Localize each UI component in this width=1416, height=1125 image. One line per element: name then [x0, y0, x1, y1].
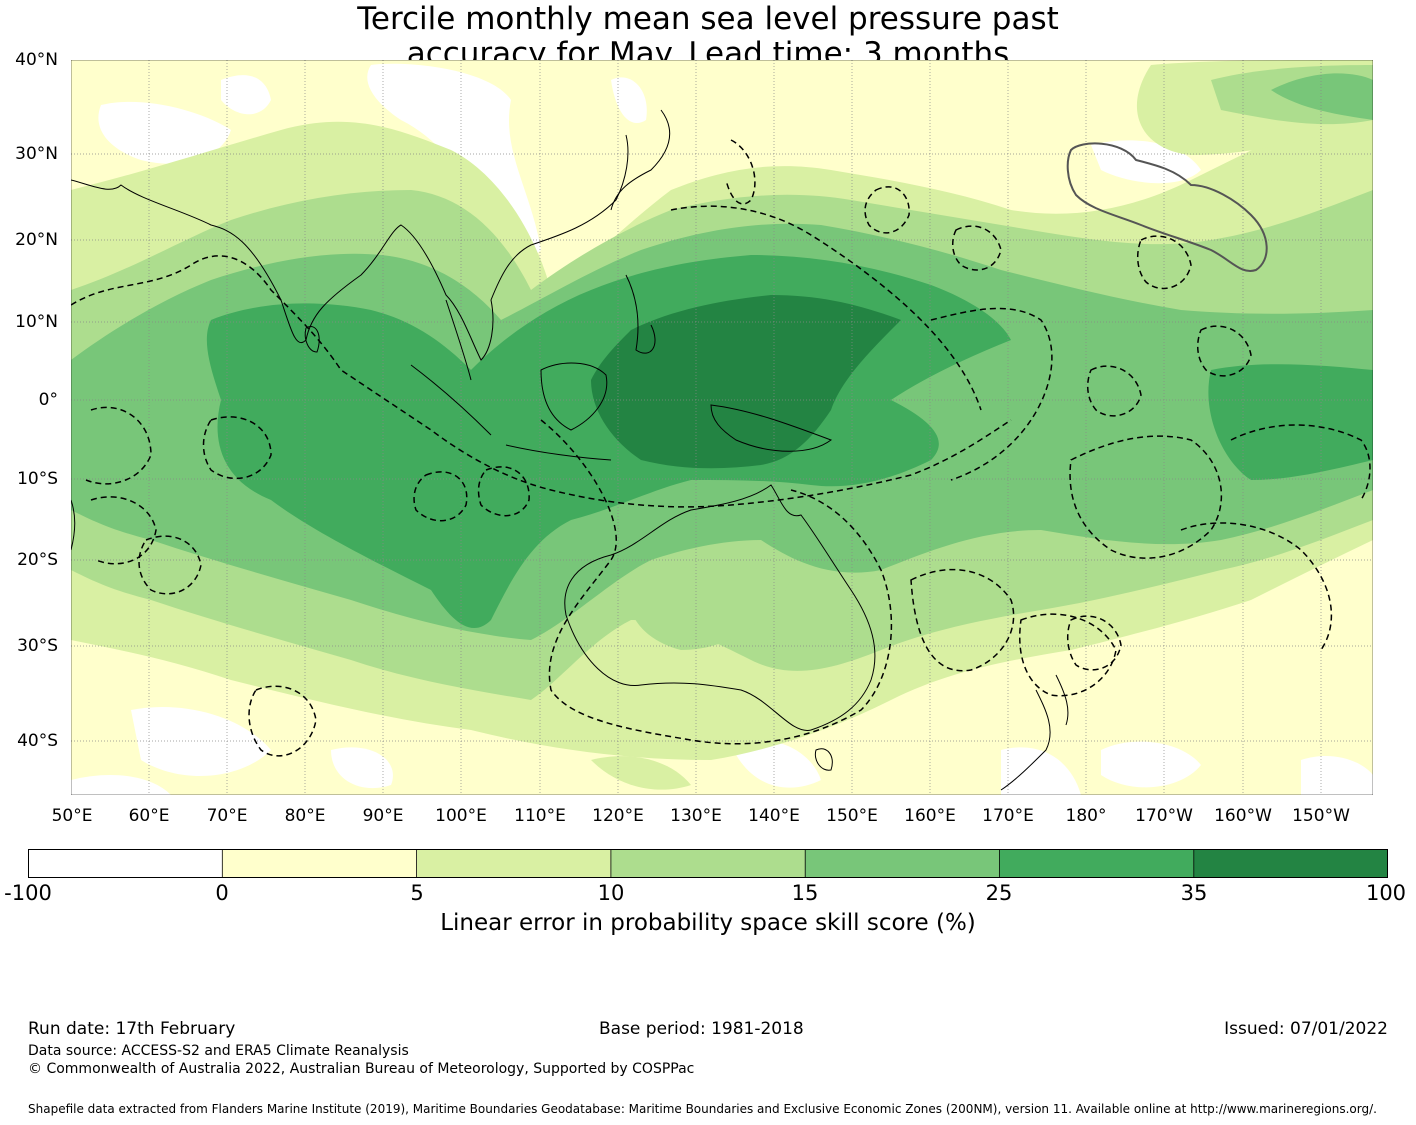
lat-label-10n: 10°N [15, 312, 58, 332]
chart-title: Tercile monthly mean sea level pressure … [200, 2, 1216, 72]
lat-label-30s: 30°S [17, 636, 58, 656]
lon-label-180: 180° [1065, 806, 1107, 826]
data-source: Data source: ACCESS-S2 and ERA5 Climate … [28, 1043, 409, 1059]
lat-label-40n: 40°N [15, 50, 58, 70]
lon-label-170e: 170°E [982, 806, 1034, 826]
colorbar-bin-35-100 [1193, 849, 1388, 878]
colorbar-tick-5: 5 [410, 881, 424, 905]
lon-label-160e: 160°E [904, 806, 956, 826]
lat-label-0: 0° [38, 390, 58, 410]
lat-label-40s: 40°S [17, 731, 58, 751]
lon-label-100e: 100°E [435, 806, 487, 826]
lat-label-20s: 20°S [17, 550, 58, 570]
colorbar-label: Linear error in probability space skill … [440, 910, 976, 936]
lon-label-150w: 150°W [1292, 806, 1350, 826]
colorbar-tick-35: 35 [1180, 881, 1208, 905]
coastlines [71, 109, 1069, 791]
colorbar-bin-25-35 [999, 849, 1194, 878]
colorbar-tick-100: 100 [1365, 881, 1407, 905]
title-line-1: Tercile monthly mean sea level pressure … [357, 1, 1059, 37]
colorbar-tick-neg100: -100 [4, 881, 52, 905]
lon-label-120e: 120°E [592, 806, 644, 826]
lon-label-160w: 160°W [1214, 806, 1272, 826]
colorbar [28, 849, 1388, 878]
colorbar-tick-15: 15 [791, 881, 819, 905]
lon-label-60e: 60°E [128, 806, 170, 826]
colorbar-tick-25: 25 [985, 881, 1013, 905]
lat-label-10s: 10°S [17, 469, 58, 489]
graticule [71, 60, 1373, 795]
lon-label-110e: 110°E [514, 806, 566, 826]
lon-label-140e: 140°E [748, 806, 800, 826]
eez-boundaries [71, 139, 1371, 757]
colorbar-bin-0-5 [222, 849, 417, 878]
colorbar-tick-0: 0 [215, 881, 229, 905]
run-date: Run date: 17th February [28, 1019, 236, 1039]
base-period: Base period: 1981-2018 [599, 1019, 804, 1039]
lon-label-170w: 170°W [1135, 806, 1193, 826]
shapefile-credit: Shapefile data extracted from Flanders M… [28, 1102, 1377, 1116]
colorbar-bin-5-10 [416, 849, 611, 878]
skill-map[interactable] [71, 60, 1373, 795]
lon-label-70e: 70°E [206, 806, 248, 826]
lon-label-50e: 50°E [51, 806, 93, 826]
lon-label-150e: 150°E [826, 806, 878, 826]
colorbar-bin-10-15 [610, 849, 806, 878]
hawaii-eez [1066, 142, 1268, 272]
colorbar-bin-neg100-0 [28, 849, 223, 878]
copyright-notice: © Commonwealth of Australia 2022, Austra… [28, 1061, 695, 1077]
skill-band-35-100 [591, 295, 901, 469]
lon-label-130e: 130°E [670, 806, 722, 826]
lat-label-20n: 20°N [15, 230, 58, 250]
issued-date: Issued: 07/01/2022 [1224, 1019, 1388, 1039]
colorbar-tick-10: 10 [597, 881, 625, 905]
lon-label-90e: 90°E [362, 806, 404, 826]
colorbar-bin-15-25 [805, 849, 1000, 878]
lat-label-30n: 30°N [15, 144, 58, 164]
lon-label-80e: 80°E [284, 806, 326, 826]
